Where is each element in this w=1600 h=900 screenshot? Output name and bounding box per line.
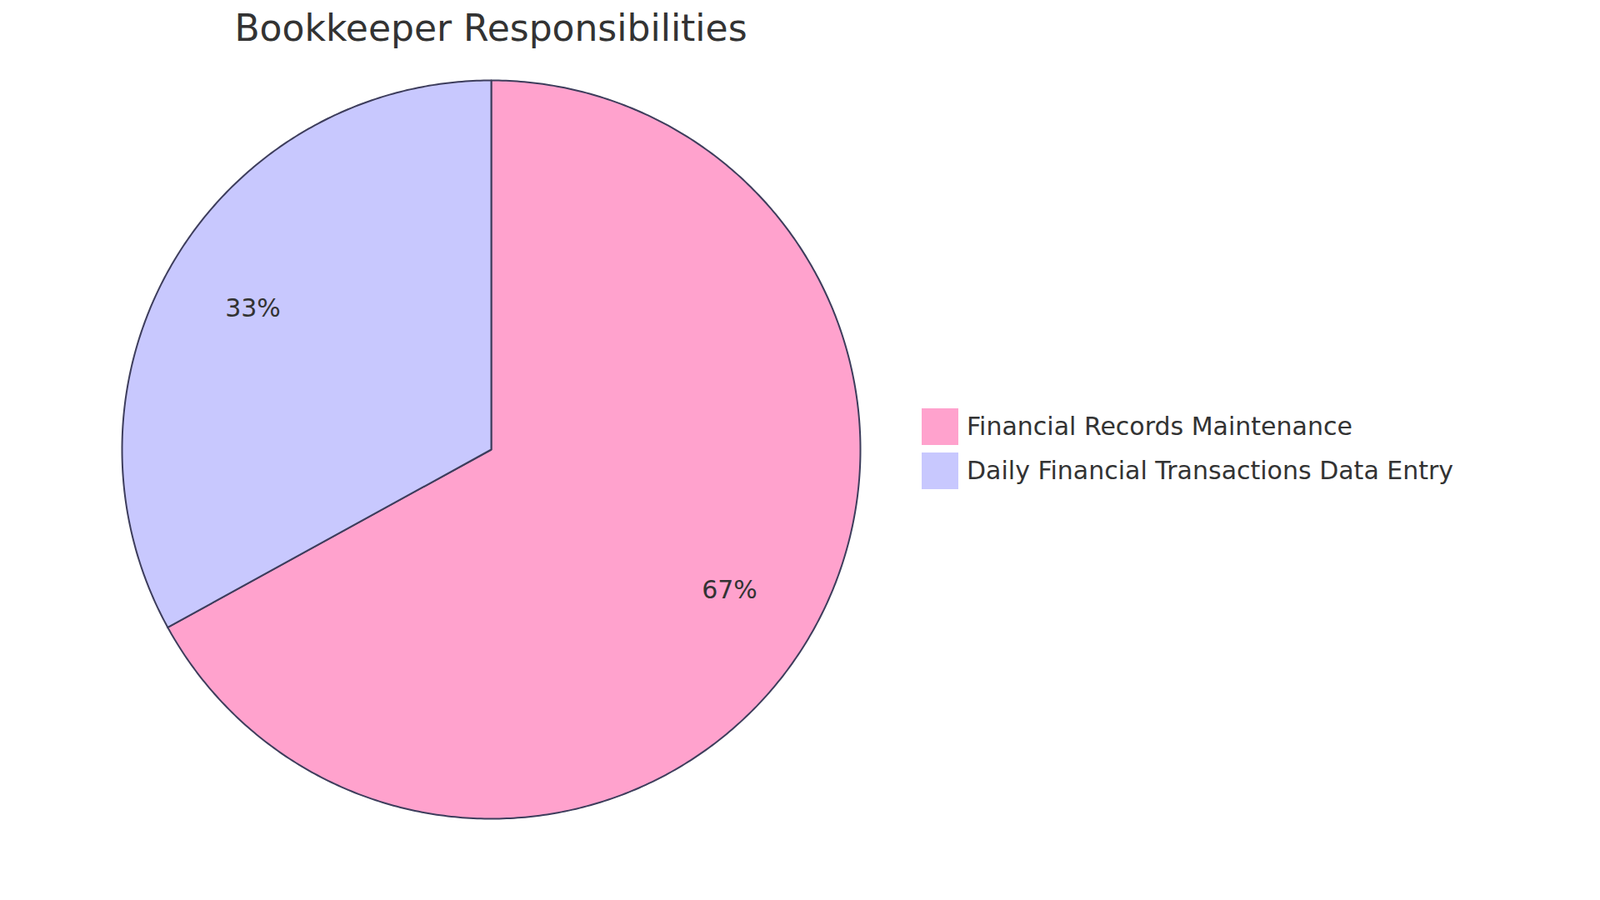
html-text:Bookkeeper Responsibilities: Bookkeeper Responsibilities [234, 6, 748, 50]
svg-text:67%: 67% [701, 575, 758, 605]
svg-text:33%: 33% [225, 293, 281, 323]
html-text:Financial Records Maintenance: Financial Records Maintenance [966, 411, 1353, 441]
html-text:Daily Financial Transactions D: Daily Financial Transactions Data Entry [966, 455, 1454, 485]
